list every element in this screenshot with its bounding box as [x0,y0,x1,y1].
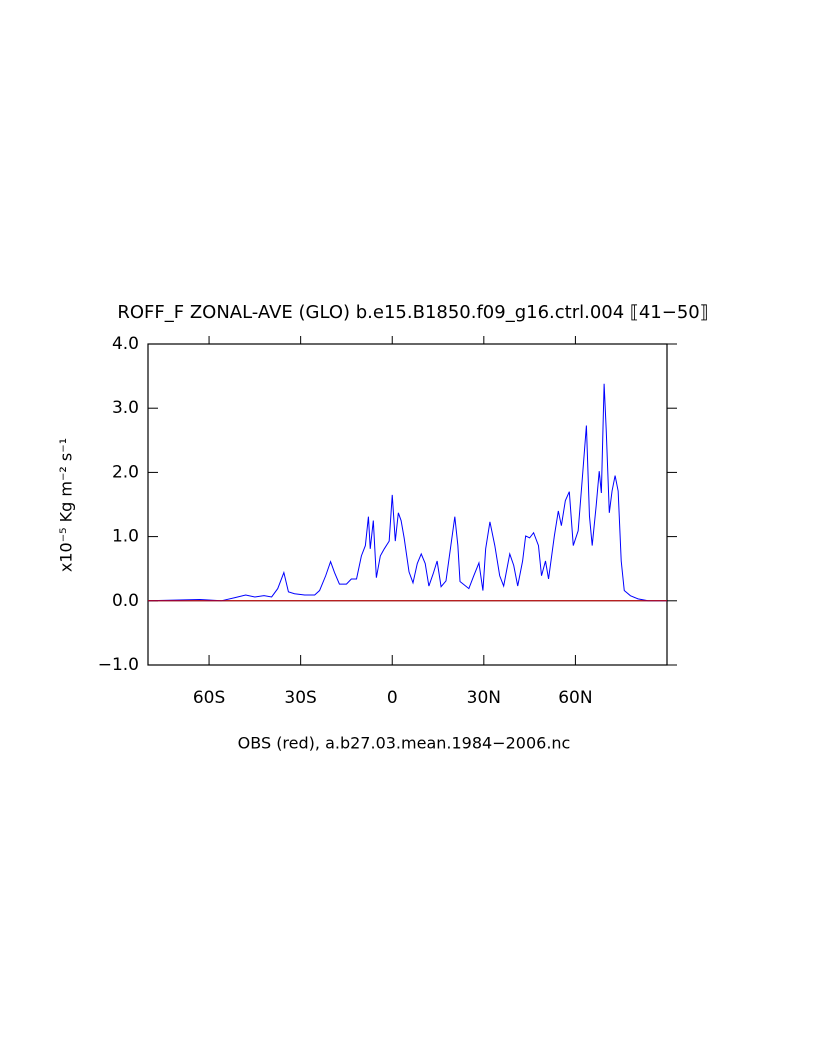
y-tick-label: 0.0 [112,591,139,611]
x-tick-label: 30S [284,688,316,708]
x-axis-label: OBS (red), a.b27.03.mean.1984−2006.nc [238,734,571,753]
x-tick-label: 60N [558,688,592,708]
y-tick-label: 1.0 [112,527,139,547]
y-axis-label: x10⁻⁵ Kg m⁻² s⁻¹ [57,438,76,572]
chart-title: ROFF_F ZONAL-AVE (GLO) b.e15.B1850.f09_g… [117,302,708,323]
y-tick-label: 2.0 [112,462,139,482]
x-tick-label: 30N [467,688,501,708]
y-tick-label: −1.0 [98,655,139,675]
data-line [147,383,667,602]
y-tick-label: 4.0 [112,334,139,354]
x-tick-label: 0 [387,688,398,708]
x-tick-label: 60S [193,688,225,708]
plot-frame [147,343,668,666]
y-tick-label: 3.0 [112,398,139,418]
